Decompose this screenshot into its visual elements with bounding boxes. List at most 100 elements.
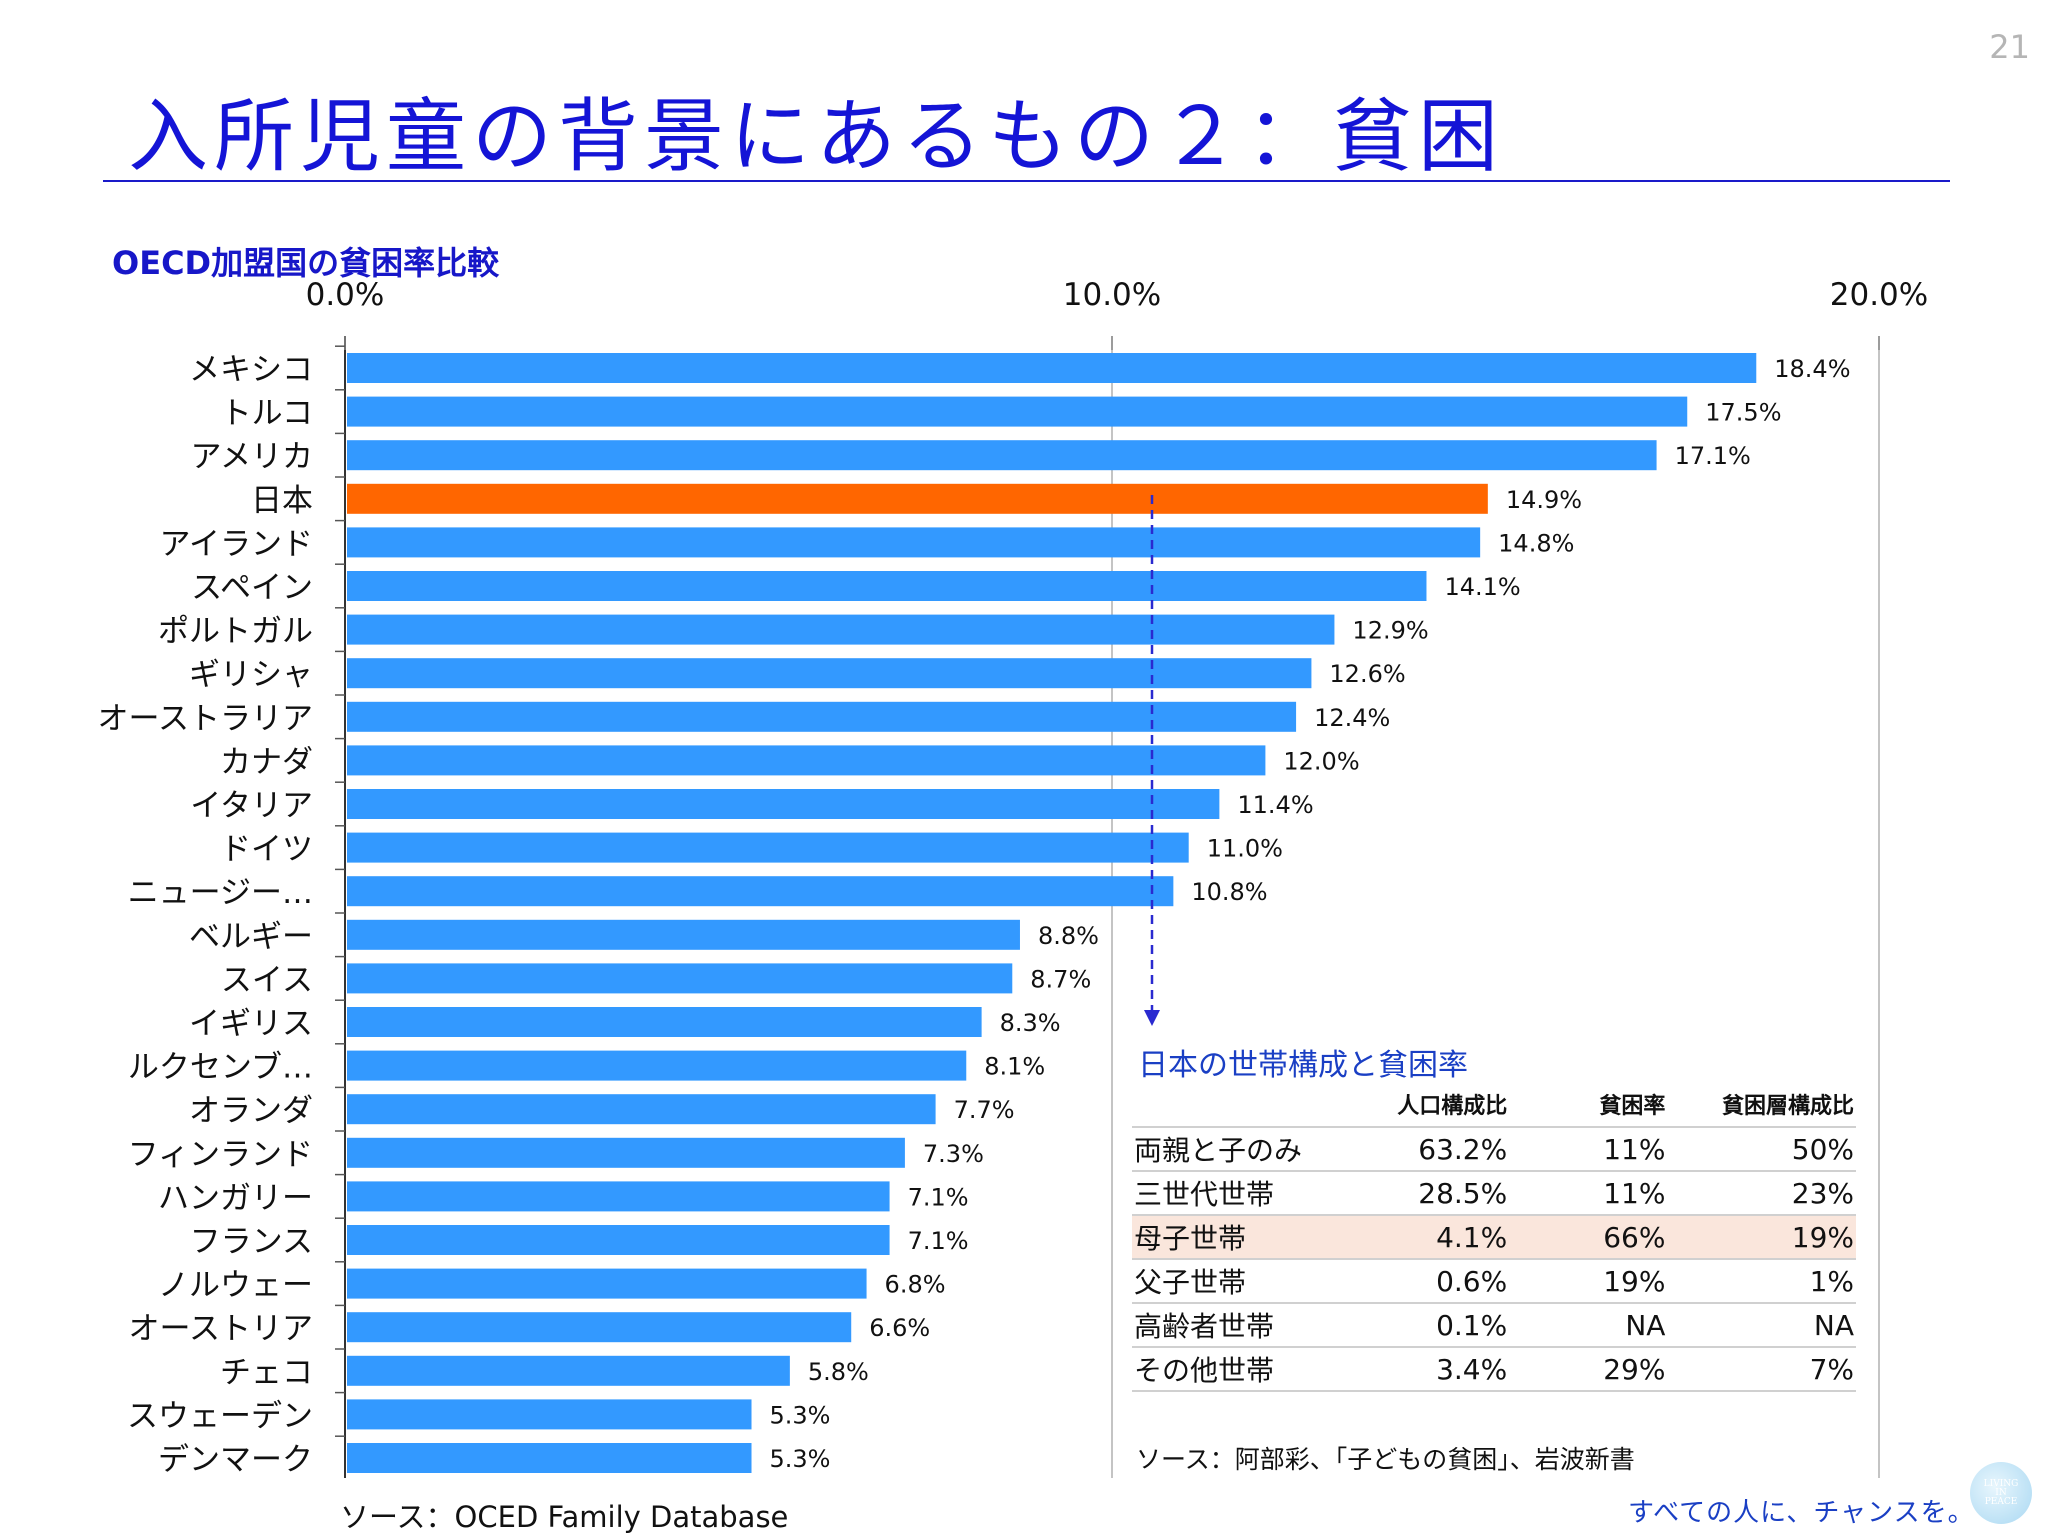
data-label: 12.6% bbox=[1329, 660, 1405, 688]
category-label: ニュージー… bbox=[128, 875, 313, 911]
poverty-rate-cell: 29% bbox=[1509, 1346, 1668, 1392]
table-row-highlighted: 母子世帯 4.1% 66% 19% bbox=[1132, 1214, 1856, 1259]
organization-logo: LIVING IN PEACE bbox=[1970, 1462, 2032, 1524]
page-number: 21 bbox=[1989, 28, 2030, 66]
bar bbox=[347, 1094, 936, 1125]
poverty-share-cell: 19% bbox=[1667, 1214, 1856, 1259]
table-row: その他世帯 3.4% 29% 7% bbox=[1132, 1346, 1856, 1392]
poverty-share-cell: 50% bbox=[1667, 1126, 1856, 1171]
table-header-poverty-share: 貧困層構成比 bbox=[1721, 1094, 1854, 1119]
logo-text-line: PEACE bbox=[1984, 1497, 2018, 1507]
bar bbox=[347, 571, 1427, 601]
category-label: 日本 bbox=[251, 483, 313, 519]
category-label: イギリス bbox=[189, 1006, 313, 1042]
bar bbox=[347, 1225, 890, 1255]
bar bbox=[347, 1181, 890, 1212]
poverty-share-cell: NA bbox=[1667, 1302, 1856, 1347]
category-label: オランダ bbox=[189, 1093, 313, 1129]
table-header-population: 人口構成比 bbox=[1397, 1094, 1508, 1119]
table-header-row: 人口構成比 貧困率 貧困層構成比 bbox=[1132, 1082, 1856, 1127]
bar bbox=[347, 701, 1297, 732]
bar bbox=[347, 614, 1335, 645]
data-label: 12.0% bbox=[1283, 747, 1359, 775]
table-source: ソース：阿部彩、「子どもの貧困」、岩波新書 bbox=[1136, 1445, 1635, 1474]
table-title: 日本の世帯構成と貧困率 bbox=[1138, 1048, 1468, 1083]
data-label: 18.4% bbox=[1774, 355, 1850, 383]
population-cell: 0.6% bbox=[1365, 1258, 1510, 1303]
x-tick-label: 0.0% bbox=[306, 277, 385, 313]
category-label: オーストラリア bbox=[98, 701, 313, 737]
data-label: 8.8% bbox=[1038, 922, 1099, 950]
bar bbox=[347, 353, 1757, 383]
category-label: スイス bbox=[221, 962, 313, 998]
population-cell: 28.5% bbox=[1365, 1170, 1510, 1215]
slide-title: 入所児童の背景にあるもの２：貧困 bbox=[128, 90, 1504, 183]
category-label: ベルギー bbox=[189, 919, 313, 955]
bar bbox=[347, 1007, 982, 1037]
bar bbox=[347, 876, 1174, 907]
data-label: 7.1% bbox=[908, 1227, 969, 1255]
table-row: 父子世帯 0.6% 19% 1% bbox=[1132, 1258, 1856, 1303]
data-label: 6.6% bbox=[869, 1314, 930, 1342]
data-label: 5.3% bbox=[770, 1445, 831, 1473]
data-label: 7.3% bbox=[923, 1140, 984, 1168]
household-table: 人口構成比 貧困率 貧困層構成比 両親と子のみ 63.2% 11% 50% 三世… bbox=[1132, 1082, 1856, 1392]
bar bbox=[347, 963, 1013, 994]
population-cell: 0.1% bbox=[1365, 1302, 1510, 1347]
table-header-poverty-rate: 貧困率 bbox=[1599, 1094, 1666, 1119]
poverty-rate-cell: 66% bbox=[1509, 1214, 1668, 1259]
row-label: その他世帯 bbox=[1132, 1346, 1366, 1392]
population-cell: 4.1% bbox=[1365, 1214, 1510, 1259]
data-label: 12.4% bbox=[1314, 704, 1390, 732]
data-label: 14.9% bbox=[1506, 486, 1582, 514]
table-row: 高齢者世帯 0.1% NA NA bbox=[1132, 1302, 1856, 1347]
bar bbox=[347, 1355, 790, 1386]
bar bbox=[347, 1443, 752, 1473]
population-cell: 63.2% bbox=[1365, 1126, 1510, 1171]
chart-source: ソース：OCED Family Database bbox=[340, 1500, 789, 1534]
title-divider bbox=[103, 180, 1950, 182]
bar bbox=[347, 745, 1266, 776]
logo-text-line: LIVING bbox=[1983, 1479, 2019, 1489]
category-label: チェコ bbox=[220, 1355, 313, 1391]
category-label: デンマーク bbox=[158, 1442, 313, 1478]
data-label: 10.8% bbox=[1191, 878, 1267, 906]
bar bbox=[347, 396, 1688, 427]
row-label: 母子世帯 bbox=[1132, 1214, 1366, 1259]
x-tick-label: 20.0% bbox=[1830, 277, 1928, 313]
category-label: ギリシャ bbox=[189, 657, 313, 693]
data-label: 7.7% bbox=[954, 1096, 1015, 1124]
table-row: 両親と子のみ 63.2% 11% 50% bbox=[1132, 1126, 1856, 1171]
category-label: イタリア bbox=[190, 788, 313, 824]
category-label: ハンガリー bbox=[158, 1180, 313, 1216]
bar bbox=[347, 919, 1020, 950]
category-label: アメリカ bbox=[191, 439, 313, 475]
category-label: メキシコ bbox=[189, 352, 313, 388]
bar bbox=[347, 1268, 867, 1299]
data-label: 8.1% bbox=[984, 1053, 1045, 1081]
row-label: 両親と子のみ bbox=[1132, 1126, 1366, 1171]
category-label: トルコ bbox=[221, 396, 313, 432]
poverty-rate-cell: 19% bbox=[1509, 1258, 1668, 1303]
data-label: 12.9% bbox=[1352, 617, 1428, 645]
logo-text-line: IN bbox=[1995, 1488, 2007, 1498]
poverty-share-cell: 1% bbox=[1667, 1258, 1856, 1303]
poverty-share-cell: 7% bbox=[1667, 1346, 1856, 1392]
data-label: 8.3% bbox=[1000, 1009, 1061, 1037]
data-label: 17.1% bbox=[1675, 442, 1751, 470]
table-header-empty bbox=[1132, 1082, 1365, 1127]
bar bbox=[347, 527, 1481, 558]
bar bbox=[347, 1399, 752, 1430]
category-label: フランス bbox=[190, 1224, 313, 1260]
row-label: 高齢者世帯 bbox=[1132, 1302, 1366, 1347]
chart-title: OECD加盟国の貧困率比較 bbox=[112, 244, 500, 282]
bar bbox=[347, 789, 1220, 819]
data-label: 11.0% bbox=[1207, 835, 1283, 863]
data-label: 6.8% bbox=[885, 1271, 946, 1299]
table-row: 三世代世帯 28.5% 11% 23% bbox=[1132, 1170, 1856, 1215]
category-label: スペイン bbox=[191, 570, 313, 606]
data-label: 11.4% bbox=[1237, 791, 1313, 819]
bar bbox=[347, 832, 1189, 863]
slogan: すべての人に、チャンスを。 bbox=[1628, 1498, 1975, 1528]
